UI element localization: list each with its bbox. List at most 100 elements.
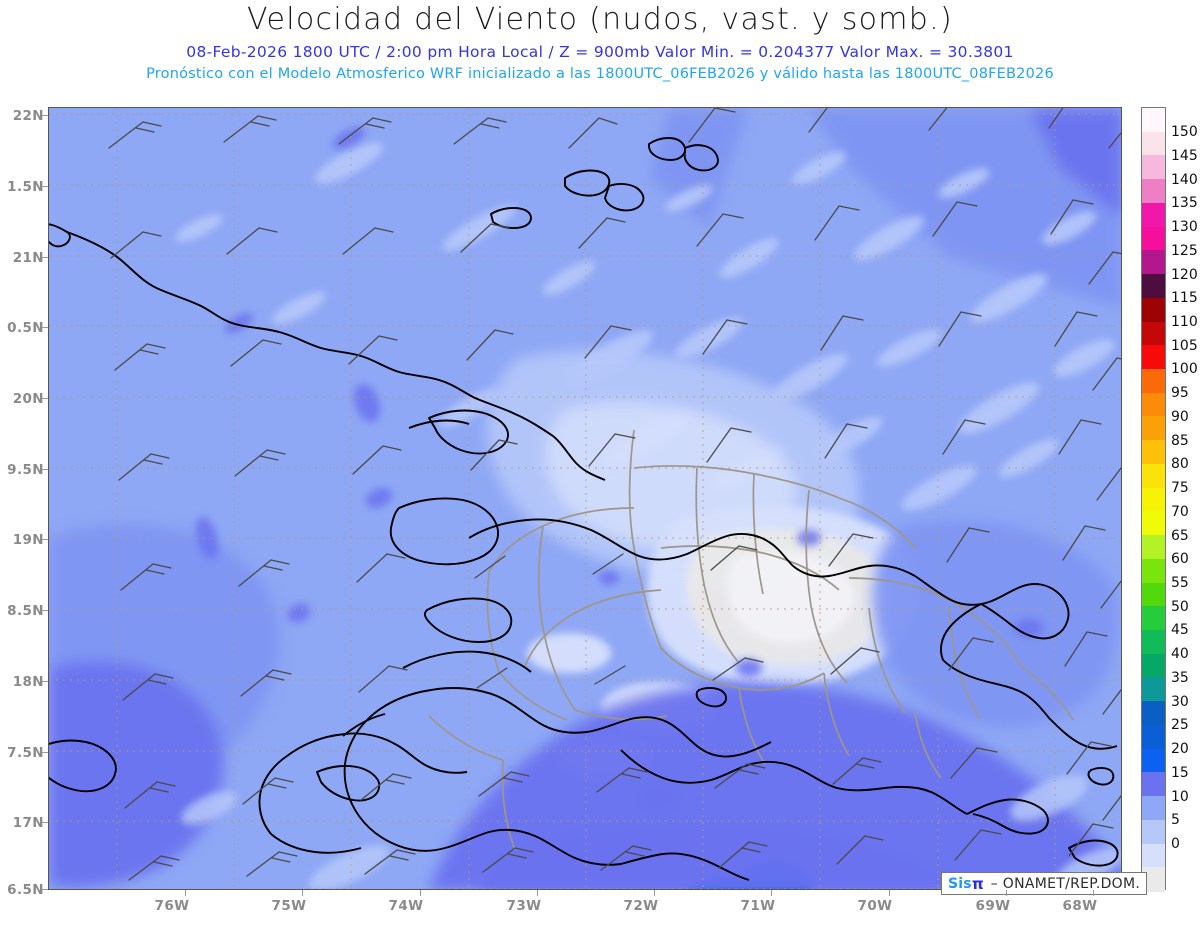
colorbar-band <box>1142 701 1165 726</box>
logo-sis-text: Sis <box>948 875 972 892</box>
colorbar-band <box>1142 867 1165 892</box>
ytick-label: 6.5N <box>7 882 44 898</box>
colorbar[interactable] <box>1141 107 1166 892</box>
colorbar-tick-label: 65 <box>1171 527 1189 544</box>
map-canvas <box>49 108 1121 889</box>
ytick-mark <box>42 681 48 682</box>
ytick-mark <box>42 257 48 258</box>
map-plot-area[interactable] <box>48 107 1122 890</box>
ytick-mark <box>42 186 48 187</box>
ytick-label: 7.5N <box>7 745 44 761</box>
xtick-label: 68W <box>1062 898 1098 914</box>
xtick-label: 69W <box>975 898 1011 914</box>
ytick-mark <box>42 115 48 116</box>
colorbar-tick-label: 20 <box>1171 741 1189 758</box>
colorbar-band <box>1142 202 1165 228</box>
colorbar-band <box>1142 558 1165 584</box>
subtitle-line2: Pronóstico con el Modelo Atmosferico WRF… <box>146 66 1054 82</box>
xtick-mark <box>185 890 186 896</box>
ytick-mark <box>42 822 48 823</box>
xtick-label: 76W <box>154 898 190 914</box>
colorbar-band <box>1142 108 1165 133</box>
colorbar-tick-label: 60 <box>1171 551 1189 568</box>
page-title: Velocidad del Viento (nudos, vast. y som… <box>247 2 953 37</box>
xtick-mark <box>889 890 890 896</box>
ytick-mark <box>42 327 48 328</box>
colorbar-tick-label: 100 <box>1171 361 1198 378</box>
ytick-mark <box>42 539 48 540</box>
colorbar-tick-label: 15 <box>1171 764 1189 781</box>
xtick-label: 75W <box>271 898 307 914</box>
ytick-mark <box>42 889 48 890</box>
ytick-label: 1.5N <box>7 179 44 195</box>
colorbar-band <box>1142 131 1165 157</box>
colorbar-band <box>1142 416 1165 441</box>
source-logo: Sis π – ONAMET/REP.DOM. <box>941 872 1148 895</box>
colorbar-tick-label: 10 <box>1171 788 1189 805</box>
ytick-mark <box>42 610 48 611</box>
colorbar-band <box>1142 772 1165 797</box>
colorbar-tick-label: 90 <box>1171 408 1189 425</box>
xtick-mark <box>1093 890 1094 896</box>
colorbar-tick-label: 25 <box>1171 717 1189 734</box>
colorbar-band <box>1142 748 1165 773</box>
ytick-mark <box>42 469 48 470</box>
map-gridlines <box>49 108 1121 889</box>
colorbar-band <box>1142 511 1165 536</box>
ytick-label: 17N <box>12 815 44 831</box>
colorbar-tick-label: 105 <box>1171 337 1198 354</box>
ytick-label: 8.5N <box>7 603 44 619</box>
colorbar-tick-label: 120 <box>1171 266 1198 283</box>
colorbar-band <box>1142 796 1165 821</box>
colorbar-band <box>1142 440 1165 465</box>
xtick-mark <box>654 890 655 896</box>
colorbar-tick-label: 5 <box>1171 812 1180 829</box>
colorbar-tick-label: 30 <box>1171 693 1189 710</box>
colorbar-tick-label: 45 <box>1171 622 1189 639</box>
colorbar-band <box>1142 155 1165 180</box>
colorbar-tick-label: 85 <box>1171 432 1189 449</box>
colorbar-tick-label: 50 <box>1171 598 1189 615</box>
ytick-label: 18N <box>12 674 44 690</box>
colorbar-band <box>1142 345 1165 370</box>
shaded-windspeed-field <box>49 108 1121 889</box>
colorbar-band <box>1142 297 1165 323</box>
colorbar-band <box>1142 250 1165 275</box>
xtick-label: 70W <box>857 898 893 914</box>
ytick-label: 21N <box>12 250 44 266</box>
colorbar-tick-label: 55 <box>1171 575 1189 592</box>
logo-pi-icon: π <box>971 874 984 893</box>
ytick-label: 9.5N <box>7 462 44 478</box>
colorbar-band <box>1142 179 1165 204</box>
colorbar-tick-label: 40 <box>1171 646 1189 663</box>
wind-barbs <box>108 108 1121 881</box>
colorbar-tick-label: 110 <box>1171 314 1198 331</box>
colorbar-tick-label: 150 <box>1171 124 1198 141</box>
xtick-mark <box>1006 890 1007 896</box>
colorbar-band <box>1142 487 1165 512</box>
logo-org-text: – ONAMET/REP.DOM. <box>990 875 1141 892</box>
xtick-label: 74W <box>388 898 424 914</box>
colorbar-band <box>1142 535 1165 560</box>
colorbar-tick-label: 95 <box>1171 385 1189 402</box>
colorbar-band <box>1142 392 1165 418</box>
colorbar-tick-label: 115 <box>1171 290 1198 307</box>
xtick-mark <box>420 890 421 896</box>
coastlines <box>49 137 1119 881</box>
figure-header: Velocidad del Viento (nudos, vast. y som… <box>0 0 1200 92</box>
colorbar-band <box>1142 724 1165 750</box>
ytick-mark <box>42 398 48 399</box>
xtick-label: 73W <box>506 898 542 914</box>
colorbar-band <box>1142 630 1165 655</box>
colorbar-tick-label: 130 <box>1171 219 1198 236</box>
xtick-label: 71W <box>740 898 776 914</box>
colorbar-band <box>1142 321 1165 346</box>
xtick-label: 72W <box>623 898 659 914</box>
colorbar-band <box>1142 819 1165 845</box>
colorbar-band <box>1142 463 1165 489</box>
colorbar-tick-label: 145 <box>1171 147 1198 164</box>
colorbar-band <box>1142 369 1165 394</box>
ytick-label: 19N <box>12 532 44 548</box>
subtitle-line1: 08-Feb-2026 1800 UTC / 2:00 pm Hora Loca… <box>186 43 1014 61</box>
